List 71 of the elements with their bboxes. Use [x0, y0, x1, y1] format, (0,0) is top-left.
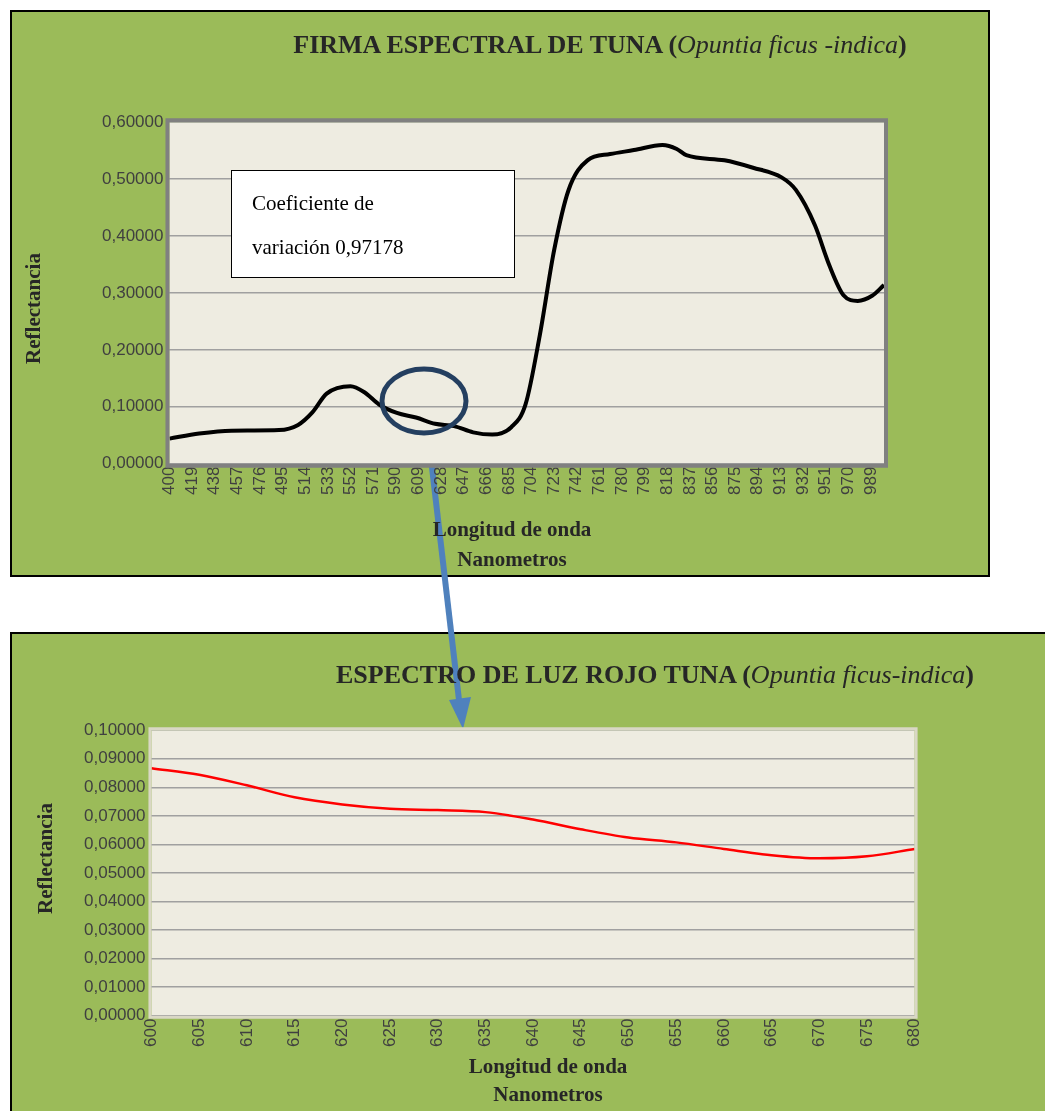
y-tick-label: 0,02000: [84, 948, 146, 968]
x-tick-label: 620: [331, 1018, 351, 1048]
y-tick-label: 0,06000: [84, 834, 146, 854]
y-tick-label: 0,08000: [84, 776, 146, 796]
x-tick-label: 970: [837, 466, 857, 496]
x-tick-label: 625: [379, 1018, 399, 1048]
x-tick-label: 628: [430, 466, 450, 496]
x-tick-label: 419: [181, 466, 201, 496]
x-tick-label: 571: [362, 466, 382, 496]
x-tick-label: 723: [543, 466, 563, 496]
text-box: Coeficiente de variación 0,97178: [231, 170, 515, 278]
x-tick-label: 685: [498, 466, 518, 496]
x-tick-label: 665: [761, 1018, 781, 1048]
y-tick-label: 0,40000: [102, 225, 164, 245]
x-tick-label: 650: [618, 1018, 638, 1048]
y-tick-label: 0,10000: [102, 396, 164, 416]
y-tick-label: 0,09000: [84, 748, 146, 768]
x-tick-label: 761: [589, 466, 609, 496]
x-tick-label: 856: [702, 466, 722, 496]
y-tick-label: 0,01000: [84, 976, 146, 996]
y-axis-title: Reflectancia: [20, 252, 46, 366]
x-axis-title: Longitud de onda Nanometros: [467, 1053, 629, 1108]
x-tick-label: 894: [747, 466, 767, 496]
x-tick-label: 780: [611, 466, 631, 496]
x-tick-label: 495: [272, 466, 292, 496]
x-tick-label: 818: [656, 466, 676, 496]
y-axis-title: Reflectancia: [32, 802, 58, 916]
x-tick-label: 630: [427, 1018, 447, 1048]
y-tick-label: 0,04000: [84, 891, 146, 911]
x-tick-label: 609: [408, 466, 428, 496]
x-tick-label: 590: [385, 466, 405, 496]
x-tick-label: 605: [188, 1018, 208, 1048]
x-tick-label: 438: [204, 466, 224, 496]
x-tick-label: 875: [724, 466, 744, 496]
x-tick-label: 675: [856, 1018, 876, 1048]
x-tick-label: 799: [634, 466, 654, 496]
x-tick-label: 476: [249, 466, 269, 496]
x-tick-label: 552: [340, 466, 360, 496]
x-tick-label: 640: [522, 1018, 542, 1048]
x-tick-label: 837: [679, 466, 699, 496]
x-tick-label: 670: [808, 1018, 828, 1048]
x-tick-label: 610: [236, 1018, 256, 1048]
x-tick-label: 989: [860, 466, 880, 496]
line-series: [169, 142, 884, 441]
y-tick-label: 0,07000: [84, 805, 146, 825]
x-tick-label: 680: [904, 1018, 924, 1048]
y-tick-label: 0,10000: [84, 719, 146, 739]
y-tick-label: 0,03000: [84, 919, 146, 939]
x-tick-label: 932: [792, 466, 812, 496]
y-tick-label: 0,50000: [102, 168, 164, 188]
x-tick-label: 514: [294, 466, 314, 496]
y-tick-label: 0,60000: [102, 111, 164, 131]
x-tick-label: 666: [475, 466, 495, 496]
x-tick-label: 951: [815, 466, 835, 496]
x-tick-label: 647: [453, 466, 473, 496]
x-tick-label: 655: [665, 1018, 685, 1048]
chart-title: FIRMA ESPECTRAL DE TUNA (Opuntia ficus -indica): [293, 30, 907, 59]
x-tick-label: 660: [713, 1018, 733, 1048]
x-tick-label: 635: [475, 1018, 495, 1048]
line-series: [151, 766, 915, 860]
x-tick-label: 704: [521, 466, 541, 496]
x-tick-label: 645: [570, 1018, 590, 1048]
x-tick-label: 742: [566, 466, 586, 496]
x-tick-label: 457: [227, 466, 247, 496]
annotation: Coeficiente de variación 0,97178: [252, 190, 405, 261]
y-tick-label: 0,20000: [102, 339, 164, 359]
x-tick-label: 913: [770, 466, 790, 496]
y-tick-label: 0,05000: [84, 862, 146, 882]
x-tick-label: 615: [284, 1018, 304, 1048]
x-tick-label: 533: [317, 466, 337, 496]
y-tick-label: 0,30000: [102, 282, 164, 302]
